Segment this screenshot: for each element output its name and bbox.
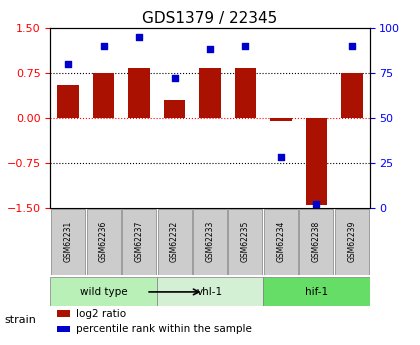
- Bar: [235, 68, 256, 118]
- Title: GDS1379 / 22345: GDS1379 / 22345: [142, 11, 278, 27]
- Point: [242, 43, 249, 48]
- Text: vhl-1: vhl-1: [197, 287, 223, 297]
- Text: GSM62234: GSM62234: [276, 221, 286, 263]
- FancyBboxPatch shape: [122, 209, 156, 276]
- Bar: [164, 100, 185, 118]
- Bar: [57, 310, 70, 317]
- Point: [65, 61, 71, 67]
- Bar: [57, 326, 70, 332]
- FancyBboxPatch shape: [157, 277, 263, 306]
- Point: [207, 47, 213, 52]
- FancyBboxPatch shape: [299, 209, 333, 276]
- Text: percentile rank within the sample: percentile rank within the sample: [76, 324, 252, 334]
- FancyBboxPatch shape: [87, 209, 121, 276]
- FancyBboxPatch shape: [51, 209, 85, 276]
- FancyBboxPatch shape: [264, 209, 298, 276]
- Text: GSM62232: GSM62232: [170, 221, 179, 262]
- Bar: [270, 118, 291, 121]
- Bar: [58, 85, 79, 118]
- Bar: [129, 68, 150, 118]
- Point: [349, 43, 355, 48]
- Point: [100, 43, 107, 48]
- FancyBboxPatch shape: [193, 209, 227, 276]
- Text: GSM62238: GSM62238: [312, 221, 321, 262]
- FancyBboxPatch shape: [263, 277, 370, 306]
- Text: GSM62231: GSM62231: [64, 221, 73, 262]
- Text: wild type: wild type: [80, 287, 127, 297]
- Point: [171, 75, 178, 81]
- Bar: [341, 73, 362, 118]
- FancyBboxPatch shape: [335, 209, 369, 276]
- FancyBboxPatch shape: [158, 209, 192, 276]
- Text: GSM62239: GSM62239: [347, 221, 356, 263]
- Text: hif-1: hif-1: [305, 287, 328, 297]
- Text: strain: strain: [4, 315, 36, 325]
- Text: GSM62237: GSM62237: [134, 221, 144, 263]
- Text: GSM62236: GSM62236: [99, 221, 108, 263]
- Point: [136, 34, 142, 39]
- Bar: [93, 73, 114, 118]
- FancyBboxPatch shape: [50, 277, 157, 306]
- Text: GSM62233: GSM62233: [205, 221, 215, 263]
- Point: [313, 201, 320, 207]
- Bar: [306, 118, 327, 205]
- FancyBboxPatch shape: [228, 209, 262, 276]
- Text: log2 ratio: log2 ratio: [76, 308, 126, 318]
- Text: GSM62235: GSM62235: [241, 221, 250, 263]
- Point: [278, 155, 284, 160]
- Bar: [200, 68, 221, 118]
